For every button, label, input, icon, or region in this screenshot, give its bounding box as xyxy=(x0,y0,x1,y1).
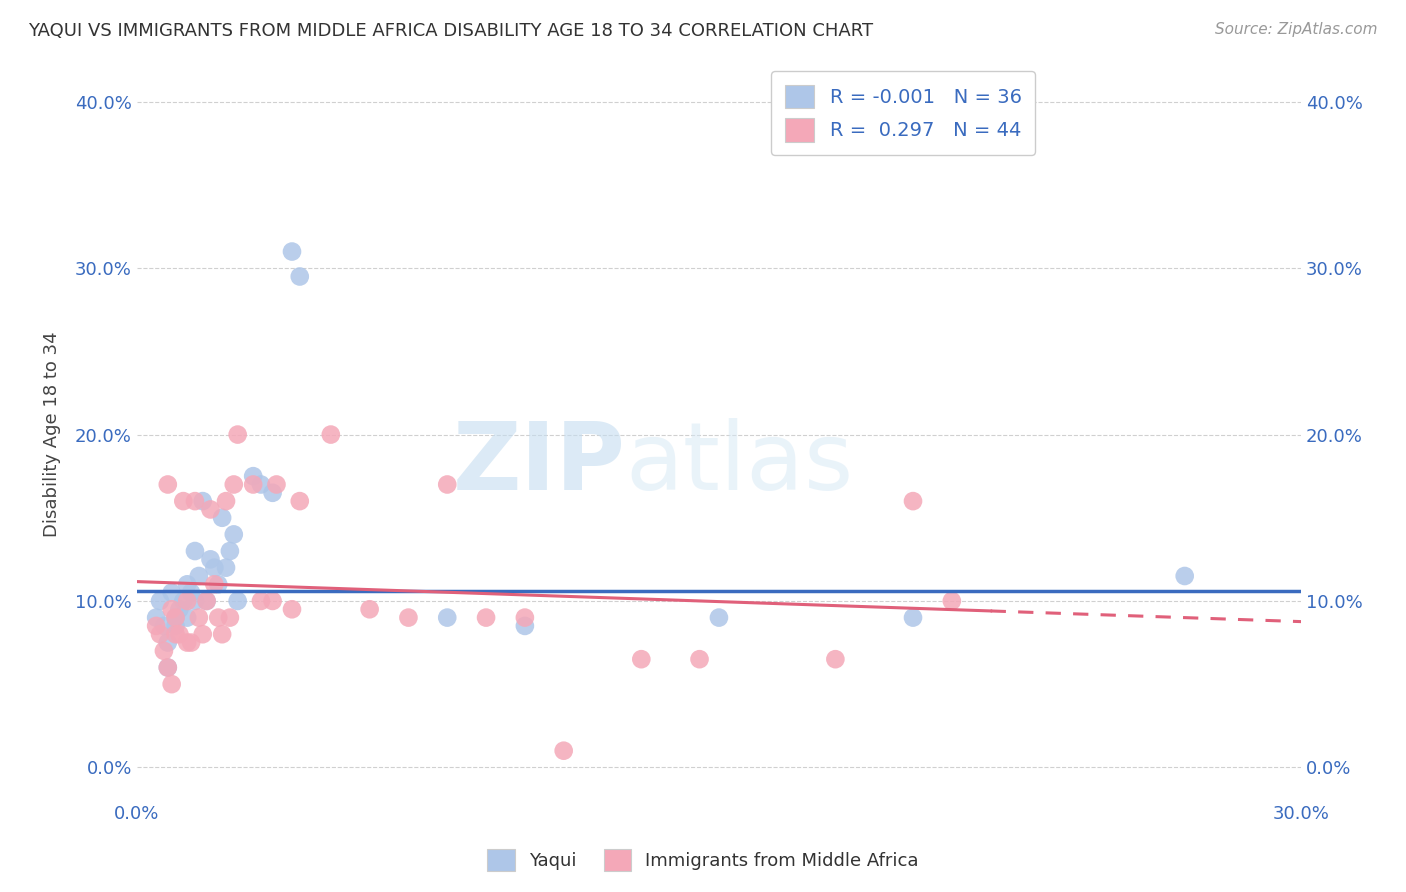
Point xyxy=(149,594,172,608)
Point xyxy=(156,635,179,649)
Point xyxy=(202,560,225,574)
Point xyxy=(901,610,924,624)
Point xyxy=(160,585,183,599)
Point xyxy=(184,544,207,558)
Point xyxy=(288,494,311,508)
Point xyxy=(211,627,233,641)
Point xyxy=(180,585,202,599)
Text: ZIP: ZIP xyxy=(453,417,626,510)
Point xyxy=(553,744,575,758)
Point xyxy=(475,610,498,624)
Point xyxy=(266,477,288,491)
Point xyxy=(165,627,187,641)
Point xyxy=(288,269,311,284)
Point xyxy=(242,469,264,483)
Point xyxy=(215,494,238,508)
Point xyxy=(262,594,284,608)
Point xyxy=(941,594,963,608)
Point xyxy=(169,627,191,641)
Point xyxy=(396,610,419,624)
Point xyxy=(222,527,245,541)
Point xyxy=(262,485,284,500)
Point xyxy=(211,510,233,524)
Point xyxy=(160,677,183,691)
Point xyxy=(281,244,304,259)
Point xyxy=(226,427,249,442)
Point xyxy=(153,644,176,658)
Point xyxy=(513,619,536,633)
Point xyxy=(219,610,242,624)
Point xyxy=(184,494,207,508)
Point xyxy=(180,635,202,649)
Point xyxy=(202,577,225,591)
Point xyxy=(242,477,264,491)
Point xyxy=(436,610,458,624)
Point xyxy=(156,477,179,491)
Point xyxy=(176,577,198,591)
Point xyxy=(160,602,183,616)
Point xyxy=(319,427,342,442)
Point xyxy=(630,652,652,666)
Point xyxy=(187,569,209,583)
Point xyxy=(187,610,209,624)
Point xyxy=(513,610,536,624)
Text: atlas: atlas xyxy=(626,417,853,510)
Text: Source: ZipAtlas.com: Source: ZipAtlas.com xyxy=(1215,22,1378,37)
Point xyxy=(156,660,179,674)
Point xyxy=(176,635,198,649)
Point xyxy=(153,619,176,633)
Point xyxy=(222,477,245,491)
Point xyxy=(281,602,304,616)
Point xyxy=(359,602,381,616)
Point xyxy=(200,552,222,566)
Point xyxy=(191,627,214,641)
Legend: Yaqui, Immigrants from Middle Africa: Yaqui, Immigrants from Middle Africa xyxy=(481,842,925,879)
Point xyxy=(689,652,711,666)
Point xyxy=(191,494,214,508)
Point xyxy=(169,602,191,616)
Y-axis label: Disability Age 18 to 34: Disability Age 18 to 34 xyxy=(44,332,60,537)
Point xyxy=(184,594,207,608)
Point xyxy=(195,594,218,608)
Point xyxy=(145,610,167,624)
Point xyxy=(165,610,187,624)
Point xyxy=(195,594,218,608)
Point xyxy=(250,594,273,608)
Point xyxy=(176,610,198,624)
Point xyxy=(145,619,167,633)
Point xyxy=(824,652,846,666)
Point xyxy=(226,594,249,608)
Legend: R = -0.001   N = 36, R =  0.297   N = 44: R = -0.001 N = 36, R = 0.297 N = 44 xyxy=(772,71,1035,155)
Point xyxy=(200,502,222,516)
Point xyxy=(207,610,229,624)
Point xyxy=(172,594,194,608)
Point xyxy=(1174,569,1197,583)
Point xyxy=(172,494,194,508)
Point xyxy=(436,477,458,491)
Point xyxy=(219,544,242,558)
Text: YAQUI VS IMMIGRANTS FROM MIDDLE AFRICA DISABILITY AGE 18 TO 34 CORRELATION CHART: YAQUI VS IMMIGRANTS FROM MIDDLE AFRICA D… xyxy=(28,22,873,40)
Point xyxy=(156,660,179,674)
Point xyxy=(176,594,198,608)
Point xyxy=(901,494,924,508)
Point xyxy=(207,577,229,591)
Point xyxy=(707,610,730,624)
Point xyxy=(149,627,172,641)
Point xyxy=(250,477,273,491)
Point xyxy=(165,619,187,633)
Point xyxy=(215,560,238,574)
Point xyxy=(165,610,187,624)
